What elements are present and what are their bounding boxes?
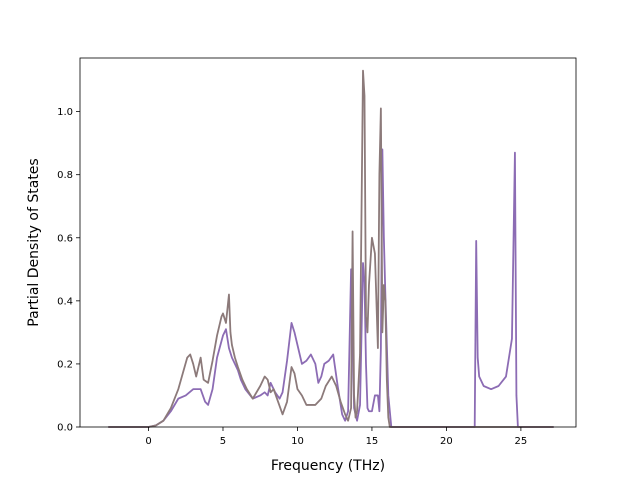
y-axis-label: Partial Density of States [26, 158, 42, 326]
x-tick-label: 25 [515, 436, 528, 447]
x-tick-label: 0 [145, 436, 151, 447]
x-axis: 0 5 10 15 20 25 [145, 427, 527, 447]
y-tick-label: 0.6 [57, 233, 73, 244]
x-tick-label: 15 [366, 436, 379, 447]
x-axis-label: Frequency (THz) [271, 458, 385, 474]
y-tick-label: 0.0 [57, 423, 73, 434]
y-axis: 0.0 0.2 0.4 0.6 0.8 1.0 [57, 107, 80, 434]
x-tick-label: 5 [220, 436, 226, 447]
y-tick-label: 0.4 [57, 296, 73, 307]
y-tick-label: 0.8 [57, 170, 73, 181]
y-tick-label: 1.0 [57, 107, 73, 118]
x-tick-label: 20 [440, 436, 453, 447]
series-line-2 [108, 69, 554, 428]
plot-frame [79, 57, 577, 428]
y-tick-label: 0.2 [57, 359, 73, 370]
x-tick-label: 10 [291, 436, 304, 447]
